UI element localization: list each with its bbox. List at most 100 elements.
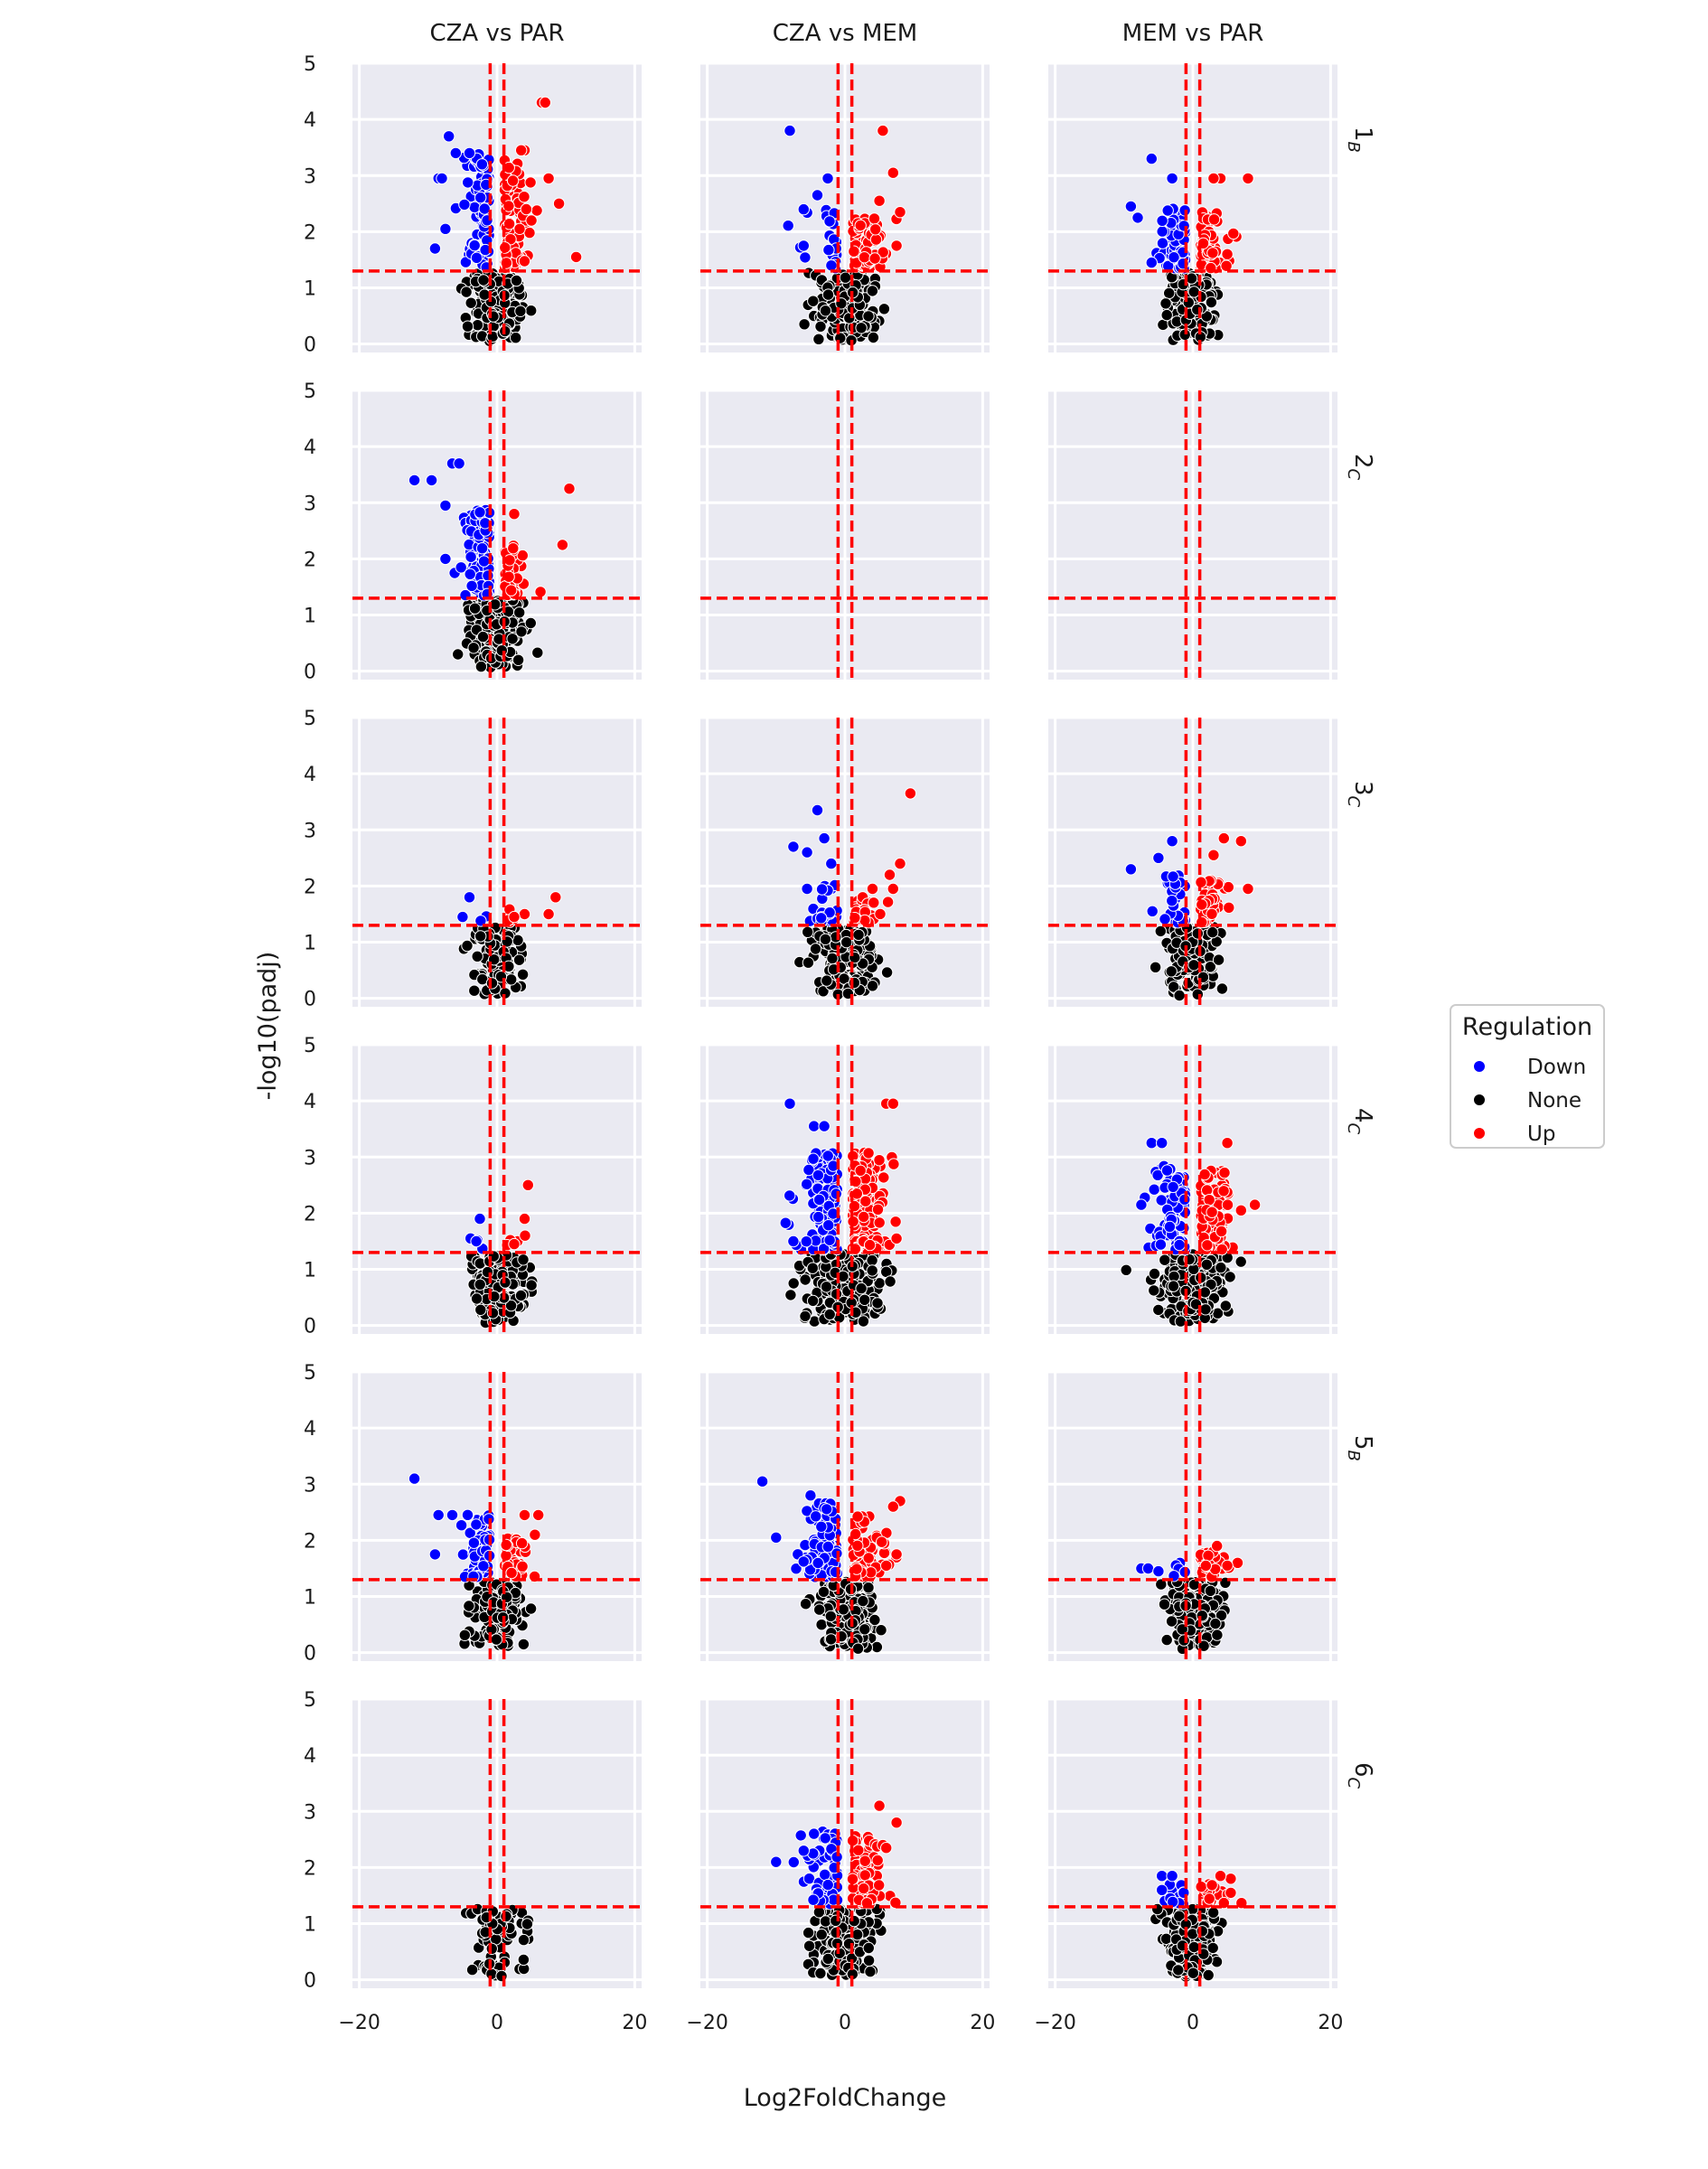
point-none: [1120, 1263, 1132, 1277]
point-down: [477, 555, 491, 568]
point-none: [819, 933, 832, 946]
point-none: [875, 1624, 887, 1637]
panel-r3-c1: [700, 1043, 990, 1334]
point-down: [1152, 851, 1165, 864]
point-none: [461, 939, 474, 953]
point-up: [552, 197, 566, 211]
point-down: [1160, 1164, 1174, 1177]
point-down: [477, 1560, 490, 1573]
point-none: [1204, 1584, 1217, 1598]
point-up: [532, 1508, 545, 1522]
point-none: [1152, 1303, 1165, 1317]
point-none: [802, 1939, 816, 1952]
point-up: [1221, 1198, 1234, 1211]
point-none: [1224, 1271, 1236, 1283]
point-down: [408, 1472, 421, 1485]
point-none: [474, 660, 488, 673]
point-none: [806, 1262, 819, 1274]
point-up: [506, 174, 520, 187]
x-tick-label: −20: [1034, 2012, 1075, 2034]
point-down: [455, 561, 467, 574]
point-none: [506, 633, 519, 645]
point-up: [1242, 882, 1254, 896]
y-tick-label: 0: [304, 1970, 316, 1993]
point-none: [1159, 1932, 1173, 1946]
point-up: [1217, 831, 1231, 845]
legend-title: Regulation: [1462, 1013, 1592, 1041]
y-tick-label: 1: [304, 1914, 316, 1937]
point-none: [814, 1967, 827, 1980]
point-none: [521, 1918, 534, 1930]
point-none: [1159, 1254, 1171, 1266]
point-down: [1156, 214, 1168, 228]
point-down: [1156, 1137, 1168, 1150]
point-up: [873, 1879, 886, 1892]
point-none: [510, 332, 522, 344]
point-up: [883, 869, 896, 881]
point-down: [799, 251, 812, 264]
legend-marker-down: [1473, 1060, 1486, 1073]
point-none: [460, 286, 473, 298]
point-down: [465, 550, 477, 563]
point-none: [809, 943, 822, 955]
point-up: [851, 1539, 864, 1553]
point-none: [848, 1914, 860, 1928]
point-down: [428, 242, 442, 255]
point-up: [1211, 1539, 1224, 1553]
point-none: [862, 1582, 875, 1594]
point-up: [1223, 901, 1235, 914]
point-up: [851, 1510, 864, 1523]
y-tick-label: 2: [304, 1203, 316, 1225]
point-down: [478, 202, 491, 215]
x-tick-label: 0: [839, 2012, 851, 2034]
point-none: [1187, 1967, 1200, 1979]
point-none: [474, 930, 487, 943]
point-down: [797, 1555, 810, 1568]
point-none: [1158, 1598, 1171, 1610]
point-up: [868, 212, 881, 225]
point-down: [812, 1169, 825, 1182]
point-none: [1178, 1634, 1190, 1647]
point-up: [854, 219, 867, 232]
point-up: [869, 233, 883, 246]
point-none: [824, 1610, 837, 1623]
point-none: [514, 1289, 528, 1302]
point-up: [859, 1854, 871, 1867]
point-none: [807, 295, 820, 307]
point-none: [468, 984, 481, 997]
point-up: [516, 549, 529, 562]
point-up: [518, 1508, 531, 1522]
point-none: [799, 1310, 812, 1323]
y-tick-label: 4: [304, 109, 316, 132]
point-none: [517, 1953, 530, 1967]
point-up: [863, 1238, 877, 1252]
x-tick-label: −20: [338, 2012, 380, 2034]
y-axis-title: -log10(padj): [254, 952, 282, 1101]
point-none: [514, 305, 527, 317]
point-up: [556, 539, 569, 551]
point-up: [1234, 835, 1248, 848]
point-up: [1231, 1556, 1244, 1570]
point-none: [852, 928, 865, 942]
point-up: [848, 245, 860, 258]
point-none: [862, 310, 875, 323]
point-up: [507, 542, 520, 555]
point-down: [787, 840, 800, 853]
y-tick-label: 0: [304, 989, 316, 1011]
point-none: [1163, 286, 1176, 300]
point-down: [464, 568, 476, 580]
panel-r2-c1: [700, 716, 990, 1007]
point-down: [1167, 870, 1179, 883]
point-none: [1165, 1615, 1178, 1628]
point-up: [1203, 1892, 1215, 1905]
point-none: [500, 1910, 512, 1923]
y-tick-label: 2: [304, 876, 316, 898]
point-down: [408, 474, 421, 487]
point-down: [1166, 1870, 1178, 1883]
point-none: [452, 648, 465, 661]
point-down: [815, 912, 828, 925]
y-tick-label: 5: [304, 1362, 316, 1385]
point-up: [1196, 898, 1208, 911]
